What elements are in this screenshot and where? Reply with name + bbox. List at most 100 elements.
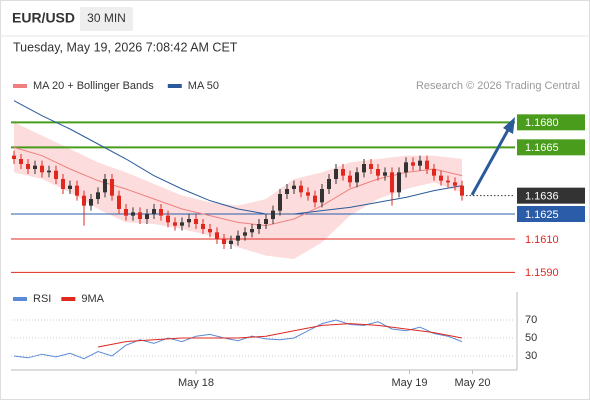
candle-body [257,224,261,229]
candle-body [96,192,100,199]
candle-body [348,175,352,183]
candle-body [278,194,282,211]
candle-body [453,182,457,186]
timeframe: 30 MIN [87,11,126,25]
timeframe-box [80,7,133,31]
y-tick-label: 30 [525,350,537,362]
candle-body [243,232,247,236]
candle-body [131,212,135,216]
candle-body [327,179,331,189]
arrow-head [503,117,515,134]
rsi-line [97,323,463,348]
candle-body [173,222,177,226]
candle-body [47,170,51,173]
candle-body [285,189,289,194]
y-tick-label: 50 [525,332,537,344]
level-label: 1.1610 [525,234,559,246]
legend-swatch [167,84,182,88]
level-label: 1.1665 [525,142,559,154]
candle-body [292,185,296,189]
candle-body [145,214,149,219]
candle-body [250,229,254,233]
candle-body [369,164,373,169]
candle-body [222,239,226,244]
candle-body [124,209,128,216]
x-tick-label: May 20 [454,377,490,389]
symbol: EUR/USD [12,10,75,26]
candle-body [138,212,142,219]
level-box [517,206,585,222]
candle-body [299,185,303,193]
candle-body [89,199,93,206]
candle-body [271,210,275,219]
candle-body [320,189,324,203]
candle-body [418,160,422,166]
candle-body [411,162,415,166]
candle-body [306,192,310,196]
candle-body [117,195,121,209]
candle-body [425,160,429,169]
x-tick-label: May 18 [178,377,214,389]
candle-body [439,175,443,181]
candle-body [40,165,44,173]
arrow-shaft [470,129,510,196]
legend-swatch [13,297,27,301]
candle-body [159,209,163,216]
candle-body [264,219,268,224]
candle-body [26,164,30,169]
candle-body [166,215,170,223]
candle-body [383,172,387,176]
candle-body [460,185,464,196]
candle-body [180,222,184,226]
candle-body [432,169,436,176]
candle-body [362,164,366,173]
y-tick-label: 70 [525,314,537,326]
level-box [517,139,585,156]
level-label: 1.1625 [525,209,559,221]
candle-body [215,232,219,239]
candle-body [229,240,233,244]
legend-label: 9MA [81,293,104,305]
candle-body [404,162,408,173]
datetime: Tuesday, May 19, 2026 7:08:42 AM CET [13,40,238,54]
candle-body [19,159,23,164]
candle-body [341,169,345,176]
candle-body [236,235,240,241]
candle-body [33,165,37,169]
candle-body [110,179,114,196]
legend-label: MA 20 + Bollinger Bands [33,80,154,92]
candle-body [334,169,338,179]
level-box [517,114,585,131]
candle-body [208,229,212,233]
candle-body [397,172,401,193]
candle-body [187,219,191,223]
candle-body [75,185,79,196]
candle-body [61,179,65,189]
level-label: 1.1680 [525,117,559,129]
candle-body [68,185,72,189]
candle-body [390,172,394,193]
legend-swatch [61,297,76,301]
candle-body [376,169,380,176]
level-label: 1.1590 [525,267,559,279]
last-price-box [517,187,585,204]
last-price-label: 1.1636 [525,191,559,203]
candle-body [82,195,86,206]
candle-body [313,195,317,203]
candle-body [201,224,205,229]
candle-body [12,155,16,159]
candle-body [54,170,58,179]
legend-label: MA 50 [188,80,219,92]
candle-body [152,209,156,214]
x-tick-label: May 19 [391,377,427,389]
ma-line [13,100,463,215]
source: Research © 2026 Trading Central [416,80,580,92]
candle-body [194,219,198,224]
projection-arrow [470,117,515,196]
legend-label: RSI [33,293,51,305]
legend-swatch [13,84,27,88]
candle-body [446,180,450,183]
candle-body [355,172,359,183]
